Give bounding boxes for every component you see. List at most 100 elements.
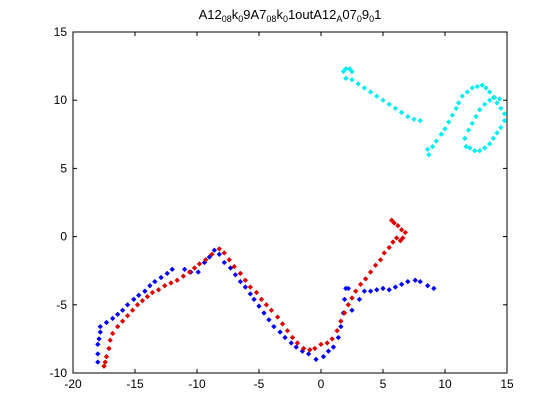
data-point	[135, 292, 142, 299]
data-point	[109, 315, 116, 322]
data-point	[381, 250, 387, 256]
data-point	[386, 101, 392, 108]
data-point	[433, 138, 440, 144]
data-point	[216, 246, 223, 252]
data-point	[266, 317, 272, 323]
data-point	[455, 100, 462, 106]
data-point	[367, 269, 374, 275]
data-point	[96, 336, 102, 342]
data-point	[464, 89, 471, 95]
data-point	[355, 81, 361, 87]
chart-title-segment: A12	[199, 7, 222, 22]
data-point	[102, 359, 108, 365]
data-point	[377, 257, 384, 263]
chart-title-segment: 0	[357, 14, 362, 24]
chart-title-segment: 9	[362, 7, 369, 22]
data-point	[476, 147, 483, 154]
data-point	[95, 359, 101, 365]
data-point	[453, 105, 459, 112]
x-tick-label: 10	[438, 377, 452, 391]
data-point	[357, 281, 364, 288]
data-point	[476, 106, 483, 113]
data-point	[202, 257, 209, 263]
data-point	[474, 83, 480, 90]
data-point	[129, 307, 136, 314]
data-point	[424, 282, 431, 289]
data-point	[386, 244, 392, 251]
data-point	[124, 312, 131, 319]
data-point	[352, 288, 359, 294]
data-point	[501, 117, 508, 124]
data-point	[380, 97, 386, 103]
data-point	[206, 254, 213, 260]
data-point	[247, 291, 254, 297]
data-point	[496, 96, 503, 102]
data-point	[221, 259, 228, 266]
data-point	[261, 310, 267, 316]
data-point	[483, 85, 489, 91]
data-point	[293, 344, 299, 350]
chart-title-segment: k	[232, 7, 239, 22]
y-tick-label: -10	[50, 366, 68, 380]
data-point	[374, 93, 380, 99]
data-point	[349, 307, 355, 314]
y-tick-label: 0	[60, 230, 67, 244]
data-point	[486, 141, 493, 147]
data-point	[221, 250, 228, 256]
data-point	[438, 131, 445, 138]
data-point	[356, 296, 363, 303]
data-point	[405, 113, 411, 120]
data-point	[237, 278, 244, 285]
data-point	[343, 75, 349, 82]
data-point	[338, 323, 344, 330]
data-point	[191, 265, 198, 271]
data-point	[391, 220, 397, 226]
chart-title-segment: 0	[369, 14, 374, 24]
data-point	[242, 284, 249, 290]
data-point	[155, 287, 162, 293]
data-point	[324, 340, 330, 346]
data-point	[325, 348, 332, 354]
data-point	[258, 296, 265, 303]
data-point	[392, 105, 399, 112]
data-point	[180, 273, 187, 279]
data-point	[490, 135, 497, 142]
data-point	[169, 266, 175, 273]
data-point	[362, 276, 369, 282]
x-tick-label: 5	[380, 377, 387, 391]
data-point	[232, 272, 239, 278]
data-point	[289, 334, 296, 341]
data-point	[412, 277, 418, 284]
y-tick-label: -5	[56, 298, 67, 312]
data-point	[305, 351, 312, 357]
data-point	[397, 237, 404, 244]
x-tick-label: -10	[188, 377, 206, 391]
data-point	[486, 97, 493, 103]
data-point	[393, 235, 400, 241]
data-point	[313, 356, 319, 363]
data-point	[445, 119, 452, 125]
data-point	[341, 296, 348, 303]
data-point	[481, 145, 488, 151]
data-point	[149, 289, 156, 296]
x-axis-ticks: -20 -15 -10 -5 0 5 10 15	[64, 32, 514, 391]
data-point	[103, 353, 110, 360]
data-point	[398, 109, 405, 116]
chart-title-segment: A	[336, 14, 342, 24]
y-tick-label: 5	[60, 161, 67, 175]
data-point	[147, 282, 153, 289]
data-point	[395, 222, 401, 229]
data-point	[386, 287, 392, 293]
data-point	[494, 100, 500, 106]
data-point	[469, 85, 476, 91]
data-point	[429, 143, 436, 150]
data-point	[361, 288, 368, 294]
x-tick-label: 15	[500, 377, 514, 391]
x-tick-label: -15	[126, 377, 144, 391]
series-layer	[95, 66, 508, 369]
data-point	[251, 296, 257, 303]
data-point	[162, 282, 168, 289]
data-point	[388, 217, 395, 223]
data-point	[318, 341, 324, 348]
